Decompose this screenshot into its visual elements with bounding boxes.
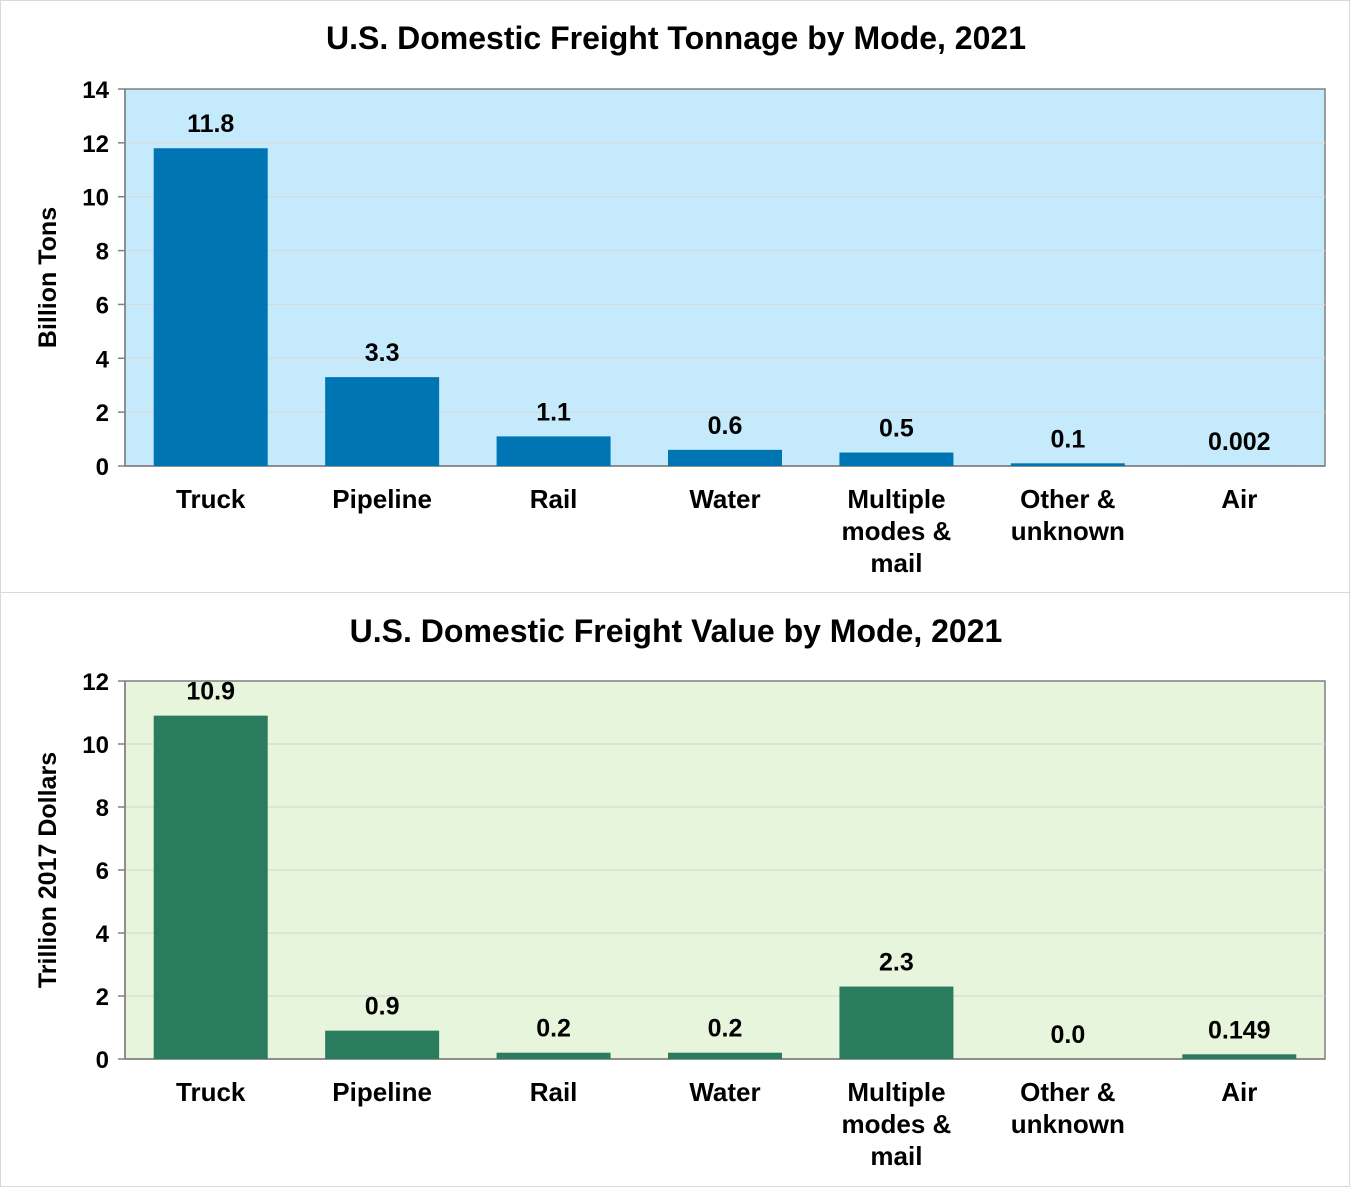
data-label: 0.149	[1208, 1016, 1271, 1044]
bar	[154, 148, 268, 466]
y-axis-label: Trillion 2017 Dollars	[34, 752, 62, 988]
data-label: 0.9	[365, 993, 400, 1021]
y-tick-label: 12	[82, 669, 109, 696]
value-chart: U.S. Domestic Freight Value by Mode, 202…	[1, 593, 1350, 1188]
x-category-label: Truck	[176, 484, 246, 514]
x-category-label: Pipeline	[332, 484, 432, 514]
x-category-label: Multiple	[847, 1077, 945, 1107]
x-category-label: modes &	[842, 1109, 952, 1139]
y-tick-label: 4	[96, 921, 110, 948]
x-category-label: mail	[870, 1141, 922, 1171]
y-tick-label: 12	[82, 131, 109, 158]
x-category-label: Other &	[1020, 1077, 1115, 1107]
y-tick-label: 0	[96, 454, 109, 481]
bar	[1011, 463, 1125, 466]
data-label: 3.3	[365, 339, 400, 367]
data-label: 0.0	[1050, 1021, 1085, 1049]
y-tick-label: 0	[96, 1047, 109, 1074]
x-category-label: Pipeline	[332, 1077, 432, 1107]
x-category-label: Truck	[176, 1077, 246, 1107]
bar	[668, 1053, 782, 1059]
y-tick-label: 10	[82, 732, 109, 759]
bar	[839, 987, 953, 1059]
data-label: 11.8	[187, 110, 234, 138]
y-tick-label: 8	[96, 795, 109, 822]
y-tick-label: 10	[82, 185, 109, 212]
bar	[325, 377, 439, 466]
y-tick-label: 2	[96, 984, 109, 1011]
tonnage-chart: U.S. Domestic Freight Tonnage by Mode, 2…	[1, 1, 1350, 594]
x-category-label: unknown	[1011, 1109, 1125, 1139]
y-axis-label: Billion Tons	[34, 207, 62, 348]
data-label: 10.9	[186, 678, 235, 706]
value-chart-panel: U.S. Domestic Freight Value by Mode, 202…	[0, 592, 1350, 1187]
bar	[668, 450, 782, 466]
x-category-label: Air	[1221, 1077, 1257, 1107]
bar	[497, 1053, 611, 1059]
y-tick-label: 14	[82, 77, 109, 104]
y-tick-label: 6	[96, 292, 109, 319]
x-category-label: mail	[870, 548, 922, 578]
data-label: 0.002	[1208, 428, 1271, 456]
data-label: 0.2	[536, 1015, 571, 1043]
x-category-label: Water	[689, 1077, 760, 1107]
y-tick-label: 6	[96, 858, 109, 885]
data-label: 0.1	[1050, 425, 1085, 453]
bar	[1182, 1054, 1296, 1059]
x-category-label: Other &	[1020, 484, 1115, 514]
tonnage-chart-panel: U.S. Domestic Freight Tonnage by Mode, 2…	[0, 0, 1350, 593]
data-label: 0.6	[708, 412, 743, 440]
chart-title: U.S. Domestic Freight Tonnage by Mode, 2…	[326, 20, 1026, 56]
bar	[154, 716, 268, 1059]
x-category-label: Water	[689, 484, 760, 514]
bar	[325, 1031, 439, 1059]
x-category-label: Rail	[530, 484, 578, 514]
data-label: 0.2	[708, 1015, 743, 1043]
data-label: 0.5	[879, 415, 914, 443]
plot-area	[125, 89, 1325, 466]
x-category-label: Rail	[530, 1077, 578, 1107]
bar	[497, 436, 611, 466]
y-tick-label: 4	[96, 346, 110, 373]
x-category-label: unknown	[1011, 516, 1125, 546]
x-category-label: Air	[1221, 484, 1257, 514]
y-tick-label: 2	[96, 400, 109, 427]
data-label: 1.1	[536, 398, 571, 426]
data-label: 2.3	[879, 949, 914, 977]
chart-title: U.S. Domestic Freight Value by Mode, 202…	[350, 613, 1003, 649]
y-tick-label: 8	[96, 239, 109, 266]
x-category-label: modes &	[842, 516, 952, 546]
bar	[839, 453, 953, 466]
x-category-label: Multiple	[847, 484, 945, 514]
